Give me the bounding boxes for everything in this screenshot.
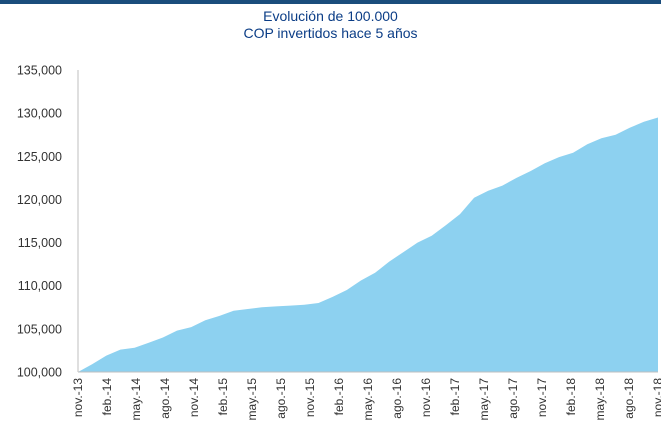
- x-axis: nov.-13 feb.-14 may.-14 ago.-14 nov.-14 feb.-…: [71, 371, 661, 421]
- y-tick-label: 105,000: [17, 322, 62, 336]
- x-tick-label: nov.-13: [71, 378, 85, 417]
- y-tick-label: 130,000: [17, 107, 62, 121]
- x-tick-label: ago.-16: [390, 378, 404, 419]
- x-tick-label: feb.-15: [216, 378, 230, 416]
- y-tick-label: 120,000: [17, 193, 62, 207]
- y-tick-label: 115,000: [18, 236, 62, 250]
- x-tick-label: ago.-15: [274, 378, 288, 419]
- x-tick-label: may.-17: [477, 378, 491, 421]
- x-tick-label: nov.-15: [303, 378, 317, 417]
- x-tick-label: nov.-14: [187, 378, 201, 417]
- x-tick-label: feb.-17: [448, 378, 462, 416]
- x-tick-label: nov.-18: [651, 378, 661, 417]
- y-tick-label: 110,000: [18, 279, 62, 293]
- plot-area: [78, 117, 658, 372]
- x-tick-label: nov.-16: [419, 378, 433, 417]
- chart-title: Evolución de 100.000 COP invertidos hace…: [0, 8, 661, 42]
- x-tick-label: ago.-18: [622, 378, 636, 419]
- y-tick-label: 125,000: [17, 150, 62, 164]
- x-tick-label: feb.-14: [100, 378, 114, 416]
- y-tick-label: 100,000: [17, 366, 62, 380]
- x-tick-label: may.-15: [245, 378, 259, 421]
- x-tick-label: may.-18: [593, 378, 607, 421]
- x-tick-label: may.-14: [129, 378, 143, 421]
- y-axis: 100,000 105,000 110,000 115,000 120,000 125,0…: [17, 64, 79, 380]
- series-area: [78, 117, 658, 372]
- x-tick-label: may.-16: [361, 378, 375, 421]
- x-tick-label: feb.-16: [332, 378, 346, 416]
- y-tick-label: 135,000: [17, 64, 62, 78]
- x-tick-label: feb.-18: [564, 378, 578, 416]
- x-tick-label: ago.-14: [158, 378, 172, 419]
- chart-title-line-1: Evolución de 100.000: [263, 8, 398, 24]
- top-accent-bar: [0, 0, 661, 4]
- x-tick-label: nov.-17: [535, 378, 549, 417]
- chart-title-line-2: COP invertidos hace 5 años: [243, 25, 418, 41]
- x-tick-label: ago.-17: [506, 378, 520, 419]
